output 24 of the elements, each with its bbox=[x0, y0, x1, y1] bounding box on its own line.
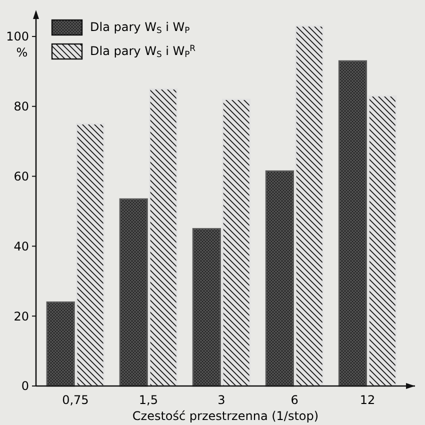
bar bbox=[119, 198, 148, 387]
y-tick-label: 40 bbox=[14, 239, 29, 254]
x-axis-title: Czestość przestrzenna (1/stop) bbox=[132, 409, 319, 423]
x-tick-label: 3 bbox=[218, 393, 226, 407]
x-tick-label: 12 bbox=[360, 393, 376, 407]
bar bbox=[149, 88, 178, 387]
y-tick-label: 60 bbox=[14, 169, 29, 184]
bar bbox=[46, 301, 75, 387]
bar bbox=[368, 95, 397, 387]
x-tick-label: 6 bbox=[290, 393, 298, 407]
legend-label: Dla pary W$_{S}$ i W$_{P}$ bbox=[90, 20, 190, 36]
bar bbox=[265, 170, 294, 387]
x-tick-label: 0,75 bbox=[62, 393, 89, 407]
bar bbox=[222, 98, 251, 387]
y-tick-label: 100 bbox=[6, 30, 29, 44]
bar bbox=[76, 123, 105, 387]
x-tick-label: 1,5 bbox=[138, 393, 158, 407]
y-axis-title: % bbox=[16, 46, 28, 60]
y-tick-label: 20 bbox=[14, 309, 29, 324]
bar bbox=[338, 60, 368, 387]
y-tick-label: 80 bbox=[14, 100, 29, 114]
y-tick-label: 0 bbox=[21, 379, 29, 394]
bar bbox=[295, 25, 324, 387]
bar bbox=[192, 228, 221, 387]
